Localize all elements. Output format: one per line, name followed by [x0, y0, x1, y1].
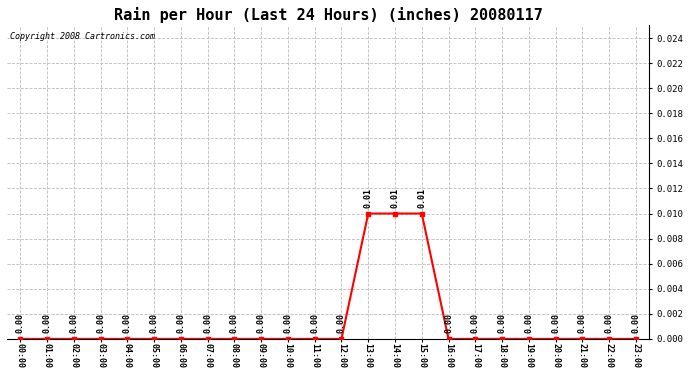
- Text: 0.00: 0.00: [257, 314, 266, 333]
- Text: 0.00: 0.00: [471, 314, 480, 333]
- Text: 0.00: 0.00: [43, 314, 52, 333]
- Text: 0.00: 0.00: [604, 314, 613, 333]
- Text: 0.00: 0.00: [310, 314, 319, 333]
- Text: 0.00: 0.00: [203, 314, 212, 333]
- Text: 0.00: 0.00: [497, 314, 506, 333]
- Text: 0.00: 0.00: [70, 314, 79, 333]
- Text: 0.01: 0.01: [364, 188, 373, 208]
- Text: 0.00: 0.00: [444, 314, 453, 333]
- Text: 0.00: 0.00: [16, 314, 25, 333]
- Text: 0.00: 0.00: [123, 314, 132, 333]
- Text: 0.00: 0.00: [177, 314, 186, 333]
- Text: 0.01: 0.01: [417, 188, 426, 208]
- Text: 0.00: 0.00: [578, 314, 586, 333]
- Text: 0.00: 0.00: [230, 314, 239, 333]
- Title: Rain per Hour (Last 24 Hours) (inches) 20080117: Rain per Hour (Last 24 Hours) (inches) 2…: [114, 7, 542, 23]
- Text: 0.00: 0.00: [284, 314, 293, 333]
- Text: Copyright 2008 Cartronics.com: Copyright 2008 Cartronics.com: [10, 32, 155, 41]
- Text: 0.00: 0.00: [96, 314, 105, 333]
- Text: 0.00: 0.00: [551, 314, 560, 333]
- Text: 0.00: 0.00: [631, 314, 640, 333]
- Text: 0.01: 0.01: [391, 188, 400, 208]
- Text: 0.00: 0.00: [524, 314, 533, 333]
- Text: 0.00: 0.00: [150, 314, 159, 333]
- Text: 0.00: 0.00: [337, 314, 346, 333]
